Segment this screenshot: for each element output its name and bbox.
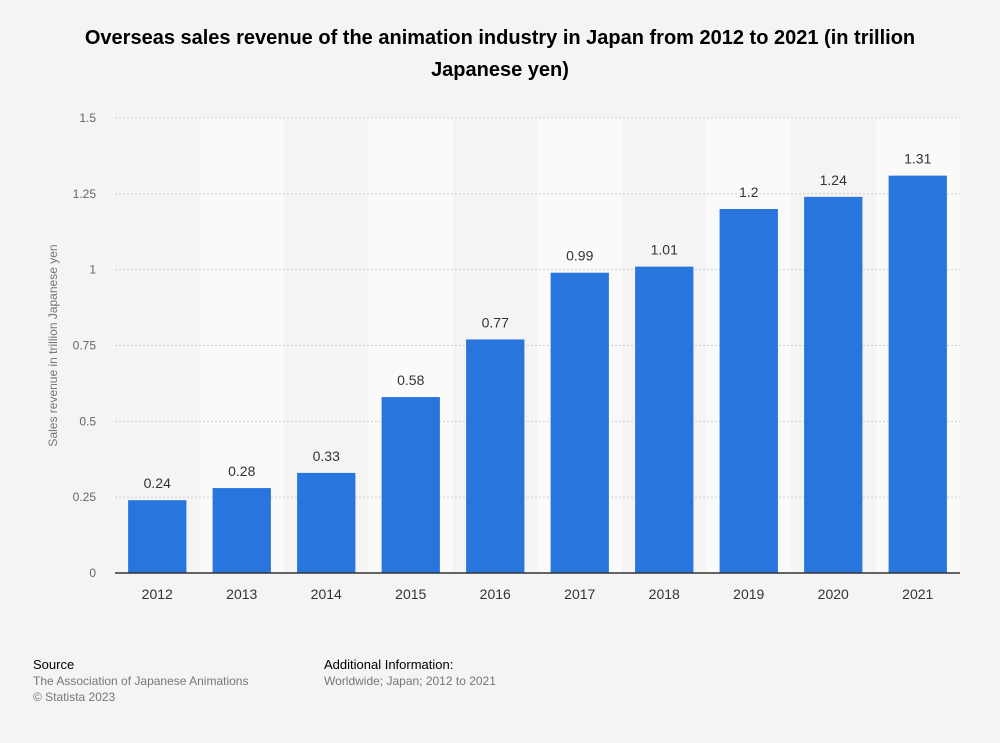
y-tick-label: 0.25 — [73, 490, 97, 504]
bar — [381, 397, 440, 573]
x-tick-label: 2012 — [142, 586, 173, 602]
x-tick-label: 2019 — [733, 586, 764, 602]
value-labels: 0.24 0.28 0.33 0.58 0.77 0.99 1.01 1.2 1.24 1.31 — [144, 151, 932, 492]
value-label: 0.24 — [144, 475, 171, 491]
bar — [888, 175, 947, 573]
x-tick-label: 2016 — [480, 586, 511, 602]
bar — [719, 209, 778, 573]
source-heading: Source — [33, 657, 75, 672]
copyright: © Statista 2023 — [33, 690, 116, 704]
bar — [297, 472, 356, 573]
x-tick-label: 2018 — [649, 586, 680, 602]
bar — [466, 339, 525, 573]
x-tick-label: 2021 — [902, 586, 933, 602]
y-tick-label: 1.25 — [73, 187, 97, 201]
y-tick-label: 0 — [89, 566, 96, 580]
value-label: 1.2 — [739, 184, 759, 200]
y-tick-label: 1 — [89, 263, 96, 277]
value-label: 0.99 — [566, 248, 593, 264]
x-axis-ticks: 2012 2013 2014 2015 2016 2017 2018 2019 2020 2021 — [142, 586, 934, 602]
bar — [128, 500, 187, 573]
bar — [635, 266, 694, 573]
x-tick-label: 2013 — [226, 586, 257, 602]
value-label: 1.31 — [904, 151, 931, 167]
value-label: 0.33 — [313, 448, 340, 464]
y-axis-label: Sales revenue in trillion Japanese yen — [46, 244, 60, 446]
y-tick-label: 1.5 — [79, 111, 96, 125]
value-label: 0.77 — [482, 314, 509, 330]
y-tick-label: 0.75 — [73, 339, 97, 353]
source-name: The Association of Japanese Animations — [33, 674, 249, 688]
footer-additional-info: Additional Information: Worldwide; Japan… — [324, 657, 496, 689]
bar — [804, 196, 863, 573]
additional-info-heading: Additional Information: — [324, 657, 454, 672]
chart-title: Overseas sales revenue of the animation … — [84, 27, 916, 81]
y-axis-ticks: 0 0.25 0.5 0.75 1 1.25 1.5 — [73, 111, 97, 580]
footer-source: Source The Association of Japanese Anima… — [33, 657, 248, 705]
additional-info-text: Worldwide; Japan; 2012 to 2021 — [324, 674, 496, 688]
bar-chart: 0 0.25 0.5 0.75 1 1.25 1.5 0.24 0.28 0.33 0.58 0.7… — [46, 111, 960, 602]
bar — [212, 488, 271, 573]
bars — [128, 175, 947, 573]
y-tick-label: 0.5 — [79, 414, 96, 428]
value-label: 1.24 — [820, 172, 847, 188]
x-tick-label: 2017 — [564, 586, 595, 602]
bar — [550, 272, 609, 573]
value-label: 0.58 — [397, 372, 424, 388]
x-tick-label: 2014 — [311, 586, 342, 602]
x-tick-label: 2015 — [395, 586, 426, 602]
value-label: 0.28 — [228, 463, 255, 479]
value-label: 1.01 — [651, 242, 678, 258]
x-tick-label: 2020 — [818, 586, 849, 602]
